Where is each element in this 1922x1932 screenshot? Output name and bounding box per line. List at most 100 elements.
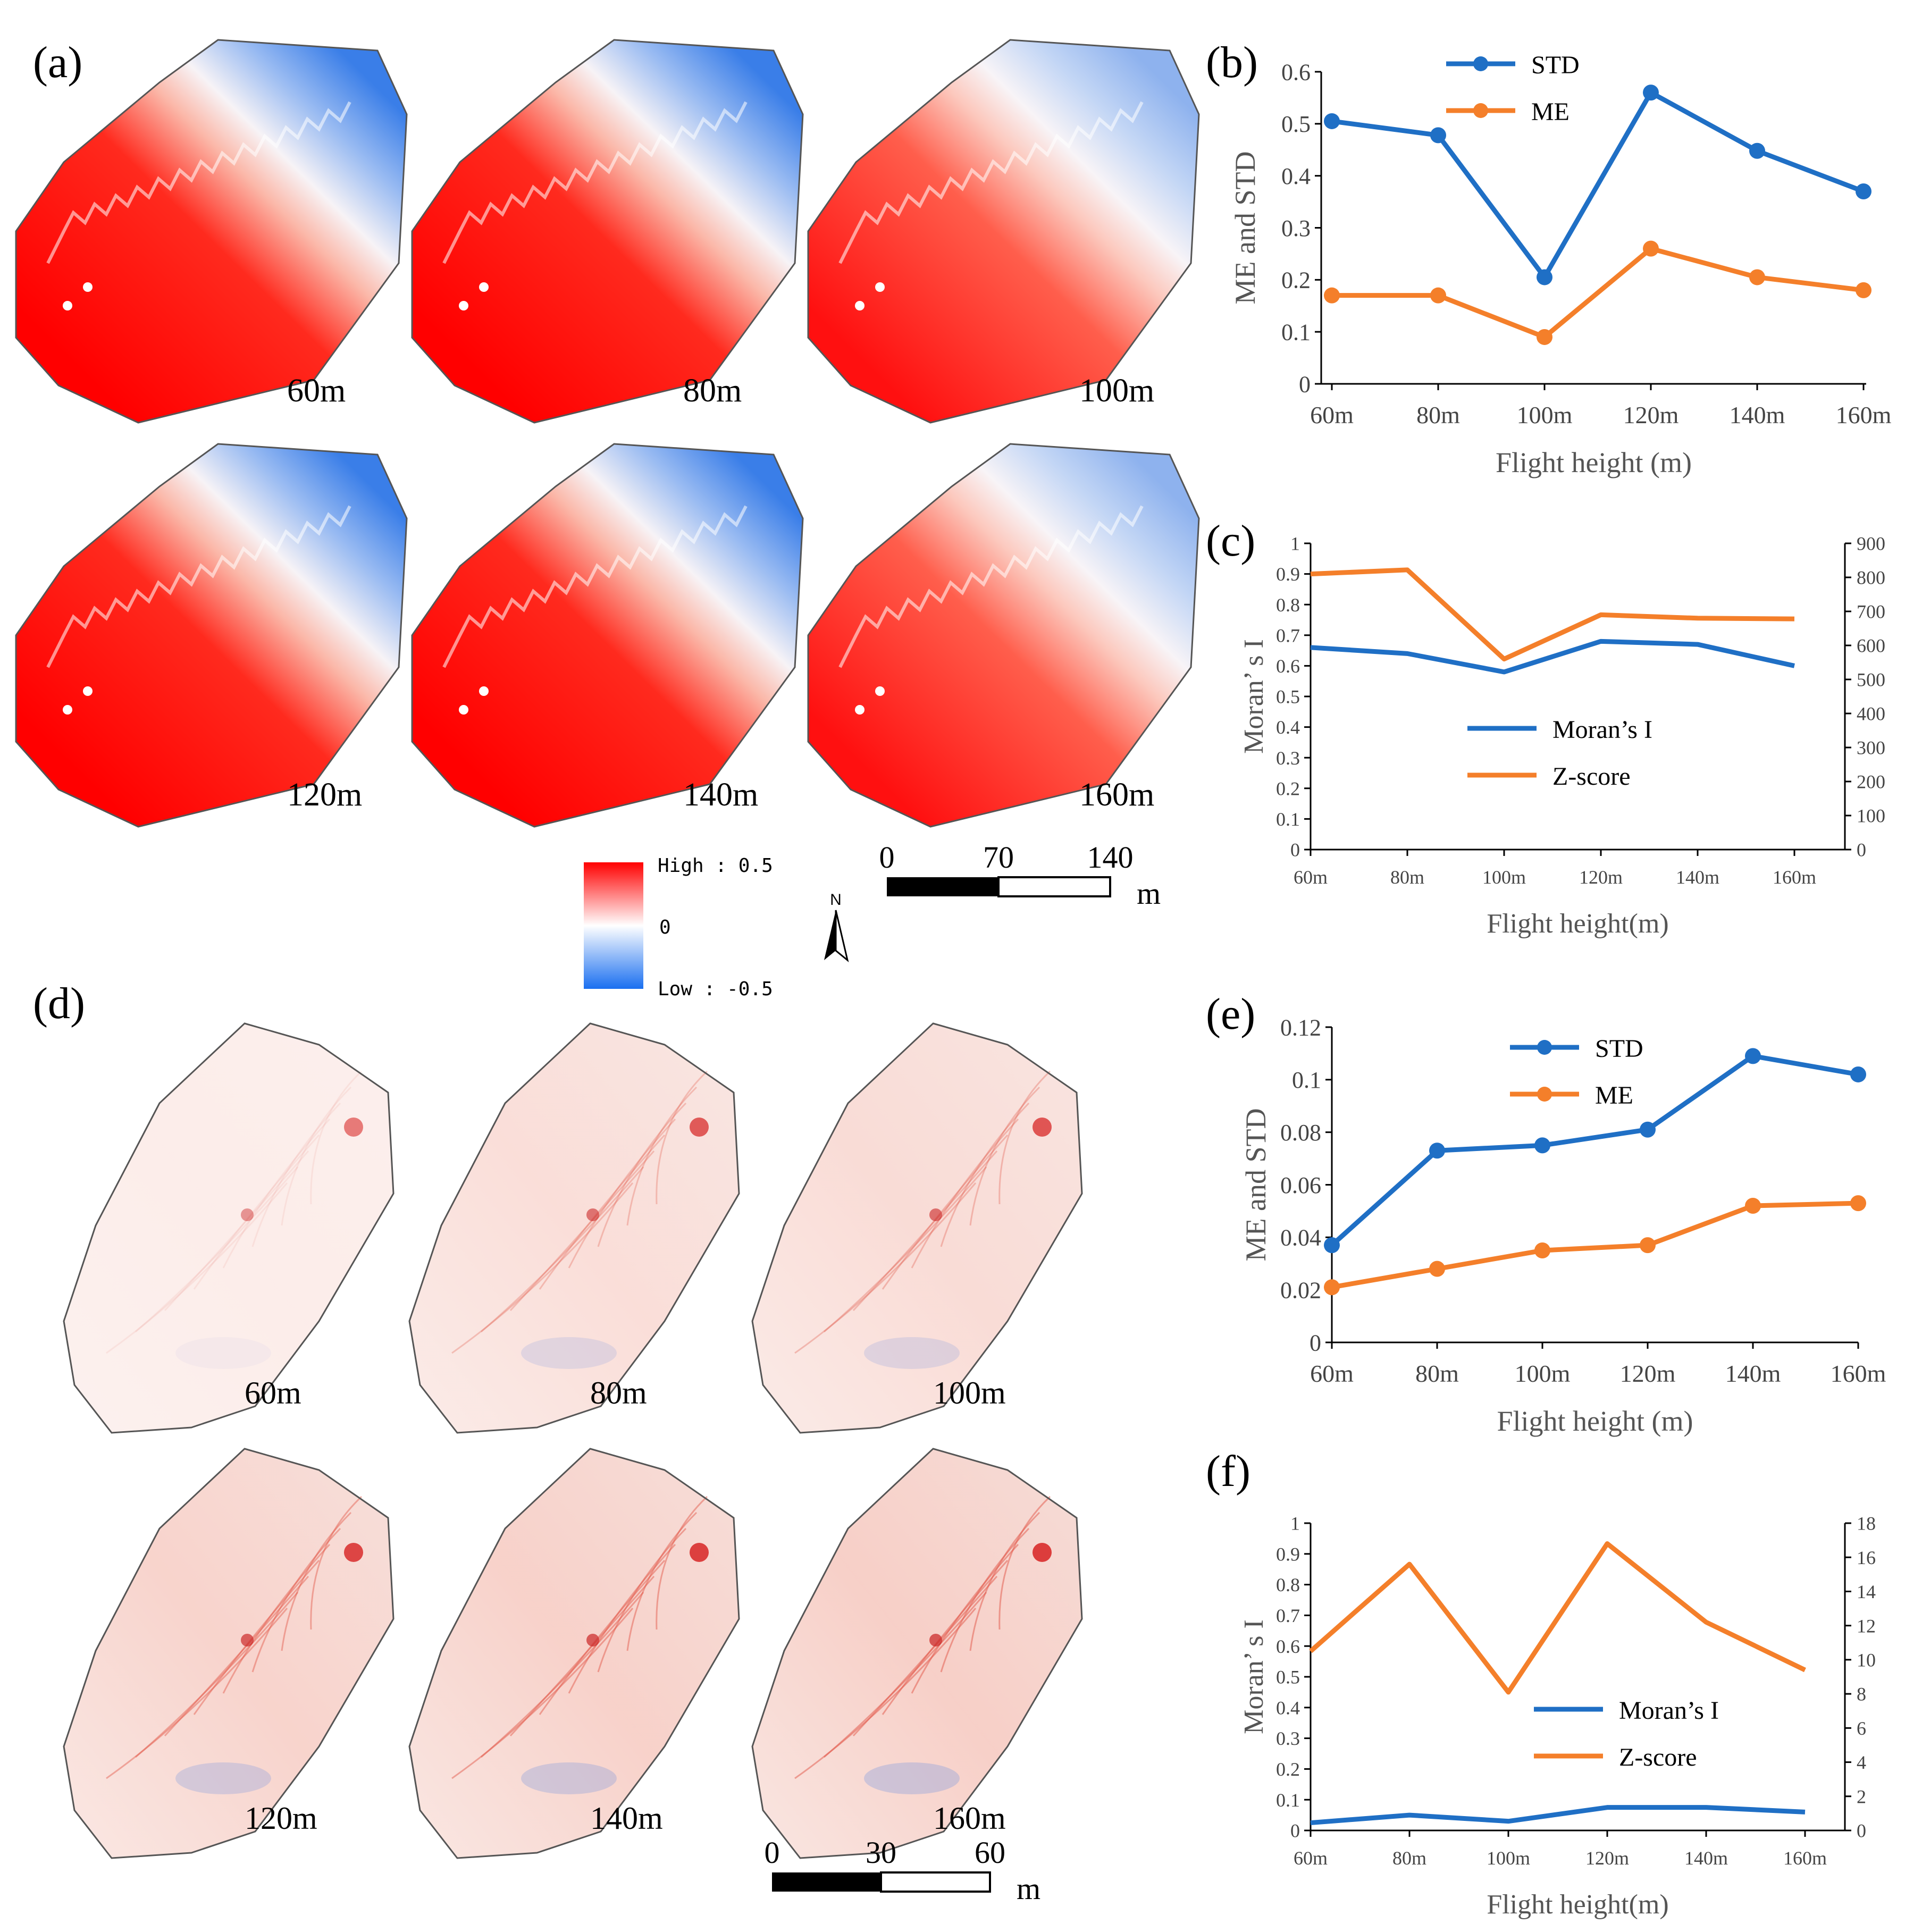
chart-e-series-1-point — [1850, 1195, 1866, 1212]
map-a-label: 160m — [1079, 777, 1154, 813]
map-a-outline — [807, 443, 1200, 828]
chart-f-ytick-label: 0.4 — [1276, 1697, 1300, 1718]
map-d-streak — [824, 1166, 987, 1333]
chart-e-xtick-label: 160m — [1831, 1360, 1886, 1387]
map-d-streak — [222, 1118, 331, 1269]
chart-b-legend-label: STD — [1531, 51, 1580, 79]
chart-f-y2tick-label: 0 — [1857, 1820, 1866, 1842]
map-d-label: 80m — [590, 1375, 647, 1410]
map-a-marker — [855, 301, 865, 310]
map-d-label: 140m — [590, 1801, 663, 1836]
map-d-texture — [752, 1449, 1082, 1858]
map-d-streak — [794, 1608, 977, 1779]
chart-f-legend-label: Z-score — [1619, 1743, 1697, 1771]
map-d-label: 160m — [933, 1801, 1006, 1836]
map-d-streak — [656, 1496, 708, 1630]
chart-b-series-1-point — [1643, 240, 1659, 257]
map-a-5: 140m — [411, 443, 804, 828]
map-a-marker — [479, 686, 489, 696]
scalebar-a-tick: 140 — [1087, 840, 1134, 875]
chart-b-series-0-point — [1749, 142, 1765, 159]
map-d-streak — [106, 1182, 288, 1354]
scalebar-a-tick: 0 — [879, 840, 895, 875]
map-d-outline — [63, 1448, 395, 1859]
chart-c-legend-label: Z-score — [1552, 762, 1631, 791]
map-d-lowspot — [521, 1337, 617, 1369]
map-a-outline — [807, 39, 1200, 424]
chart-c-xtick-label: 140m — [1676, 867, 1719, 888]
chart-b-xtick-label: 120m — [1623, 401, 1679, 429]
map-a-marker — [63, 301, 72, 310]
map-d-hotspot — [241, 1634, 254, 1647]
map-d-streak — [509, 1150, 655, 1312]
chart-e-xtick-label: 60m — [1310, 1360, 1354, 1387]
chart-b-ytick-label: 0.6 — [1281, 59, 1311, 85]
map-a-marker — [855, 705, 865, 715]
chart-e-ylabel: ME and STD — [1240, 1108, 1272, 1262]
scalebar-a-black — [887, 877, 998, 896]
chart-c-xtick-label: 120m — [1579, 867, 1623, 888]
chart-f-y2tick-label: 2 — [1857, 1786, 1866, 1807]
map-d-streak — [626, 1511, 698, 1651]
map-d-outline — [751, 1022, 1083, 1434]
map-d-streak — [251, 1527, 341, 1673]
map-a-outline — [15, 39, 408, 424]
chart-b-ytick-label: 0.1 — [1281, 320, 1311, 346]
chart-e-xtick-label: 120m — [1620, 1360, 1676, 1387]
scalebar-d-tick: 60 — [975, 1835, 1005, 1870]
chart-e-xlabel: Flight height (m) — [1497, 1405, 1693, 1437]
chart-c-ytick-label: 0.6 — [1276, 656, 1300, 677]
scalebar-d: 0 30 60 m — [765, 1835, 1041, 1906]
chart-c-ytick-label: 0.5 — [1276, 686, 1300, 708]
map-a-6: 160m — [807, 443, 1200, 828]
map-a-label: 140m — [683, 777, 758, 813]
chart-c-legend-label: Moran’s I — [1552, 716, 1652, 744]
map-d-hotspot — [241, 1208, 254, 1221]
map-d-hotspot — [586, 1634, 599, 1647]
chart-e-series-0-point — [1850, 1066, 1866, 1082]
panel-label-d: (d) — [33, 979, 85, 1028]
chart-e-ytick-label: 0.1 — [1292, 1067, 1321, 1093]
chart-f-y2tick-label: 6 — [1857, 1718, 1866, 1739]
map-panel-a: 60m 80m 100m 120m 140m 160m — [15, 39, 1200, 828]
chart-e-series-1-line — [1331, 1200, 1859, 1290]
panel-label-a: (a) — [33, 38, 82, 87]
chart-e-series-0-point — [1324, 1237, 1340, 1254]
chart-f-xtick-label: 120m — [1585, 1847, 1629, 1869]
chart-f-xlabel: Flight height(m) — [1487, 1889, 1668, 1920]
map-d-streak — [568, 1543, 676, 1694]
chart-e-ytick-label: 0.06 — [1280, 1172, 1321, 1198]
map-a-label: 80m — [683, 373, 742, 409]
chart-b-xtick-label: 140m — [1730, 401, 1785, 429]
scalebar-d-black — [772, 1872, 881, 1892]
map-d-outline — [408, 1022, 740, 1434]
map-d-label: 60m — [245, 1375, 301, 1410]
chart-b-series-0-point — [1324, 113, 1340, 129]
legend-high-label: High : 0.5 — [658, 855, 773, 877]
north-arrow-right — [835, 910, 849, 962]
scalebar-a: 0 70 140m — [879, 840, 1161, 911]
map-d-streak — [481, 1166, 644, 1333]
chart-f-y2tick-label: 12 — [1857, 1615, 1876, 1636]
north-label: N — [830, 891, 842, 909]
map-d-streak — [656, 1070, 708, 1205]
map-d-streak — [794, 1182, 977, 1354]
map-d-streak — [251, 1102, 341, 1247]
map-d-streak — [911, 1118, 1019, 1269]
chart-b-legend-marker — [1473, 103, 1488, 118]
chart-b-series-0-point — [1856, 183, 1871, 200]
panel-label-e: (e) — [1206, 989, 1255, 1039]
legend-colorbar — [584, 862, 643, 989]
chart-f-ytick-label: 0.9 — [1276, 1543, 1300, 1565]
chart-c-ytick-label: 1 — [1290, 533, 1300, 555]
map-a-marker — [875, 282, 885, 292]
legend-low-label: Low : -0.5 — [658, 978, 773, 1000]
map-d-streak — [193, 1134, 320, 1290]
chart-c-xtick-label: 160m — [1773, 867, 1816, 888]
chart-c-ytick-label: 0.7 — [1276, 625, 1300, 646]
panel-label-c: (c) — [1206, 516, 1255, 566]
map-a-outline — [411, 443, 804, 828]
map-d-texture — [64, 1449, 393, 1858]
chart-c-y2tick-label: 200 — [1857, 771, 1885, 793]
map-d-streak — [509, 1576, 655, 1737]
